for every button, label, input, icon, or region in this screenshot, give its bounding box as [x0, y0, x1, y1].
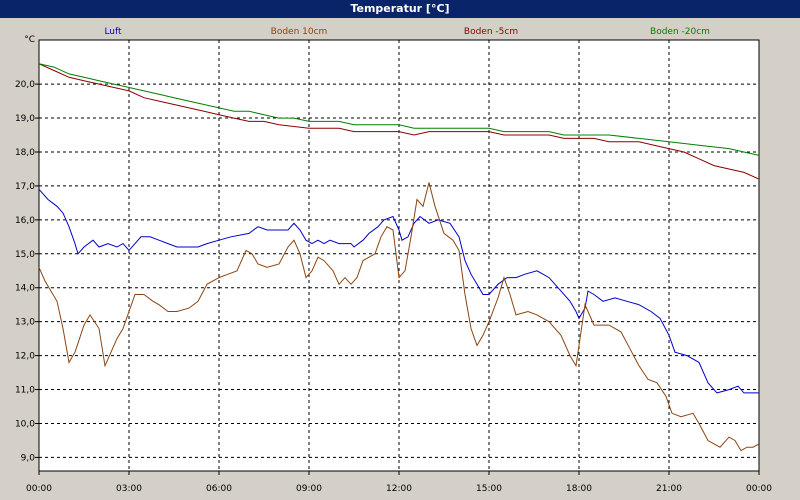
x-tick-time-label: 15:00	[476, 484, 502, 494]
y-tick-label: 13,0	[15, 318, 35, 328]
series-line-boden-20cm	[38, 63, 760, 156]
x-tick-time-label: 03:00	[116, 484, 142, 494]
chart-title: Temperatur [°C]	[0, 0, 800, 18]
x-axis: 00:0004.06.2003:0004.06.2006:0004.06.200…	[26, 471, 772, 494]
series-line-luft	[38, 188, 759, 394]
x-tick-time-label: 18:00	[566, 484, 592, 494]
series-lines	[38, 63, 760, 452]
y-tick-label: 20,0	[15, 80, 35, 90]
y-tick-label: 18,0	[15, 148, 35, 158]
y-tick-label: 14,0	[15, 284, 35, 294]
y-tick-label: 12,0	[15, 352, 35, 362]
y-tick-label: 16,0	[15, 216, 35, 226]
x-tick-time-label: 00:00	[26, 484, 52, 494]
y-tick-label: 10,0	[15, 419, 35, 429]
x-tick-time-label: 12:00	[386, 484, 412, 494]
legend-entry: Boden -20cm	[650, 27, 710, 37]
y-tick-label: 9,0	[21, 453, 36, 463]
y-tick-label: 17,0	[15, 182, 35, 192]
y-unit-label: °C	[24, 35, 35, 45]
legend: Luft Boden 10cm Boden -5cm Boden -20cm	[104, 27, 710, 37]
x-tick-time-label: 09:00	[296, 484, 322, 494]
y-tick-label: 19,0	[15, 114, 35, 124]
plot-area	[38, 39, 760, 472]
grid-lines	[39, 40, 759, 471]
legend-entry: Boden -5cm	[464, 27, 518, 37]
legend-entry: Boden 10cm	[271, 27, 328, 37]
legend-entry: Luft	[104, 27, 122, 37]
series-line-boden-5cm	[38, 63, 760, 180]
x-tick-time-label: 06:00	[206, 484, 232, 494]
chart-canvas: 9,0 10,0 11,0 12,0 13,0 14,0 15,0 16,0 17,0 18,0 1…	[15, 27, 772, 494]
x-tick-time-label: 21:00	[656, 484, 682, 494]
x-tick-time-label: 00:00	[746, 484, 772, 494]
y-tick-label: 11,0	[15, 386, 35, 396]
y-tick-label: 15,0	[15, 250, 35, 260]
series-line-boden-10cm	[38, 182, 760, 452]
y-axis: 9,0 10,0 11,0 12,0 13,0 14,0 15,0 16,0 17,0 18,0 1…	[15, 35, 39, 463]
